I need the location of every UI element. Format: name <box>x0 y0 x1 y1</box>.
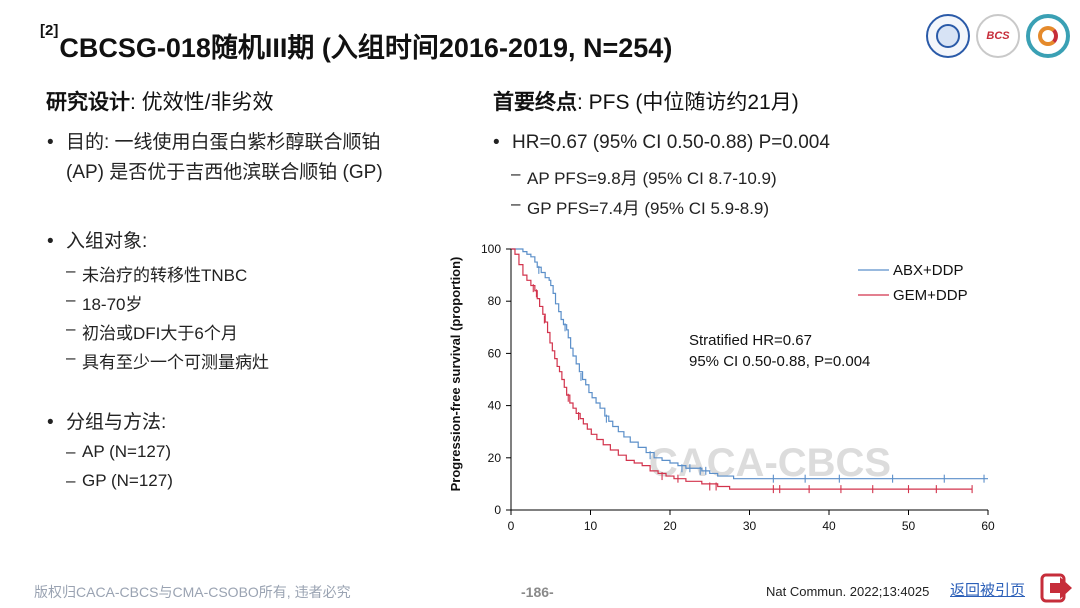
return-arrow-icon[interactable] <box>1040 572 1074 604</box>
hr-line: HR=0.67 (95% CI 0.50-0.88) P=0.004 <box>512 132 830 153</box>
bcs-logo: BCS <box>976 14 1020 58</box>
x-tick-label: 0 <box>508 519 515 533</box>
slide-title: [2]CBCSG-018随机III期 (入组时间2016-2019, N=254… <box>40 22 673 65</box>
x-tick-label: 50 <box>902 519 916 533</box>
population-item: – 未治疗的转移性TNBC <box>66 261 248 285</box>
hr-bullet: • HR=0.67 (95% CI 0.50-0.88) P=0.004 <box>493 128 830 158</box>
legend-label-gem: GEM+DDP <box>893 287 968 304</box>
x-tick-label: 60 <box>981 519 995 533</box>
reference-marker: [2] <box>40 22 59 39</box>
km-curve-gem-ddp <box>511 248 973 490</box>
chart-legend: ABX+DDP GEM+DDP <box>858 262 968 304</box>
ap-pfs-line: – AP PFS=9.8月 (95% CI 8.7-10.9) <box>511 164 777 188</box>
design-heading-bold: 研究设计 <box>46 91 130 114</box>
design-heading: 研究设计: 优效性/非劣效 <box>46 86 274 116</box>
endpoint-heading-rest: : PFS (中位随访约21月) <box>577 91 799 114</box>
bullet-dot: • <box>47 412 54 433</box>
y-tick-label: 40 <box>488 399 502 413</box>
back-to-reference-link[interactable]: 返回被引页 <box>950 582 1026 599</box>
km-curve-abx-ddp <box>511 248 988 480</box>
legend-label-abx: ABX+DDP <box>893 262 963 279</box>
x-tick-label: 20 <box>663 519 677 533</box>
csobo-logo <box>1026 14 1070 58</box>
association-seal-logo <box>926 14 970 58</box>
bullet-dot: • <box>47 132 54 153</box>
title-text: CBCSG-018随机III期 (入组时间2016-2019, N=254) <box>59 33 673 63</box>
km-chart-svg: CACA-CBCS 0 10 20 30 40 50 60 0 20 40 60 80 100 Prog… <box>448 242 995 533</box>
page-number: -186- <box>521 584 554 600</box>
copyright-notice: 版权归CACA-CBCS与CMA-CSOBO所有, 违者必究 <box>34 584 351 600</box>
y-tick-label: 20 <box>488 451 502 465</box>
hr-annotation-line-2: 95% CI 0.50-0.88, P=0.004 <box>689 353 870 370</box>
purpose-line-1: 目的: 一线使用白蛋白紫杉醇联合顺铂 <box>66 132 381 153</box>
watermark-text: CACA-CBCS <box>649 441 891 485</box>
x-tick-label: 40 <box>822 519 836 533</box>
y-tick-label: 100 <box>481 242 501 256</box>
design-heading-rest: : 优效性/非劣效 <box>130 91 274 114</box>
bullet-dot: • <box>47 231 54 252</box>
x-tick-label: 30 <box>743 519 757 533</box>
population-bullet: • 入组对象: <box>47 227 148 257</box>
x-tick-label: 10 <box>584 519 598 533</box>
method-bullet: • 分组与方法: <box>47 408 167 438</box>
population-label: 入组对象: <box>66 231 148 252</box>
hr-annotation-line-1: Stratified HR=0.67 <box>689 332 812 349</box>
citation: Nat Commun. 2022;13:4025 <box>766 584 930 599</box>
purpose-bullet: • 目的: 一线使用白蛋白紫杉醇联合顺铂 (AP) 是否优于吉西他滨联合顺铂 (… <box>47 128 383 188</box>
method-label: 分组与方法: <box>66 412 167 433</box>
y-axis-label: Progression-free survival (proportion) <box>448 257 463 492</box>
y-tick-label: 60 <box>488 346 502 360</box>
bullet-dot: • <box>493 132 500 153</box>
population-item: – 初治或DFI大于6个月 <box>66 319 238 343</box>
y-tick-label: 80 <box>488 294 502 308</box>
endpoint-heading: 首要终点: PFS (中位随访约21月) <box>493 86 799 116</box>
gp-pfs-line: – GP PFS=7.4月 (95% CI 5.9-8.9) <box>511 194 770 218</box>
population-item: –18-70岁 <box>66 290 143 314</box>
km-chart: CACA-CBCS 0 10 20 30 40 50 60 0 20 40 60 80 100 Prog… <box>440 236 1040 542</box>
y-tick-label: 0 <box>494 503 501 517</box>
population-item: – 具有至少一个可测量病灶 <box>66 348 269 372</box>
endpoint-heading-bold: 首要终点 <box>493 91 577 114</box>
logo-group: BCS <box>926 14 1070 58</box>
purpose-line-2: (AP) 是否优于吉西他滨联合顺铂 (GP) <box>66 162 383 183</box>
method-item: – GP (N=127) <box>66 471 173 490</box>
method-item: – AP (N=127) <box>66 442 171 461</box>
